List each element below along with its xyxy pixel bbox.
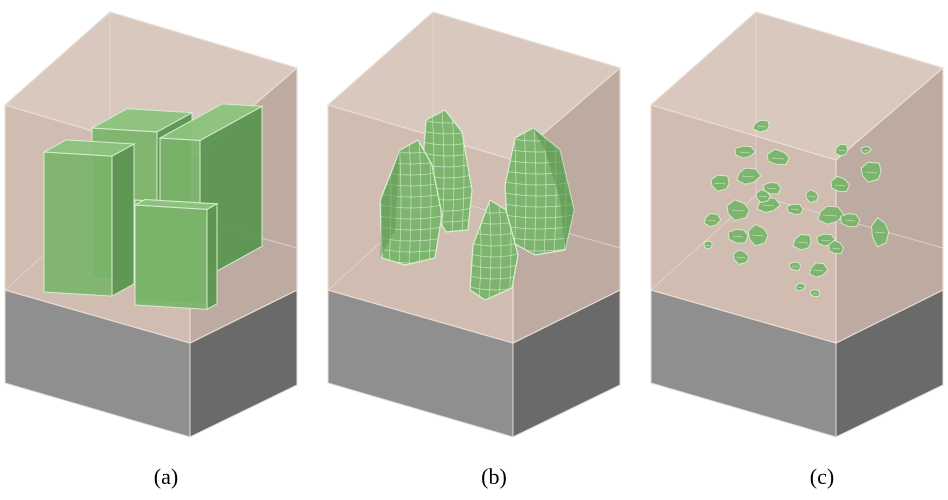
particle-mesh-line: [731, 209, 745, 212]
mesh-line: [488, 200, 492, 300]
particle-mesh-line: [823, 214, 837, 217]
block-front-left-side: [111, 143, 135, 297]
mesh-line: [418, 140, 422, 265]
mesh-line: [523, 128, 527, 255]
mesh-line: [533, 128, 537, 255]
block-front-right-face-side: [206, 202, 218, 311]
particle-mesh-line: [736, 256, 746, 259]
particle: [736, 167, 762, 185]
particle: [703, 213, 722, 228]
particle-mesh-line: [757, 125, 767, 128]
block-back-right-top: [158, 103, 264, 141]
particle-mesh-line: [762, 204, 774, 207]
particle: [860, 161, 882, 183]
particle-mesh-line: [739, 151, 751, 154]
particle-mesh-line: [758, 195, 768, 198]
panel-b-model: [326, 11, 622, 438]
particle-mesh-line: [834, 184, 846, 187]
particle: [732, 249, 750, 265]
particle-mesh-line: [864, 171, 878, 174]
particle: [710, 174, 730, 192]
block-front-left-front: [43, 151, 113, 297]
particle: [830, 175, 850, 192]
particle-mesh-line: [863, 149, 869, 152]
panel-a-model: [3, 11, 299, 438]
panel-c-caption: (c): [809, 464, 835, 489]
block-front-right-face-front: [134, 204, 208, 310]
block-front-right-face-top: [133, 198, 219, 210]
particle: [766, 148, 790, 165]
body-left-shadow: [380, 150, 400, 258]
particle: [747, 223, 769, 247]
particle: [860, 146, 872, 155]
particle-mesh-line: [808, 195, 816, 198]
particle-mesh-line: [821, 239, 831, 242]
body-right-shadow: [533, 128, 574, 250]
particle-mesh-line: [771, 157, 785, 160]
particle: [828, 239, 845, 255]
mesh-line: [451, 110, 455, 232]
particle-mesh-line: [844, 219, 856, 222]
block-front-left-top: [42, 139, 136, 157]
panel-c-model: [649, 11, 945, 438]
particle-mesh-line: [707, 219, 717, 222]
particle-mesh-line: [791, 265, 799, 268]
particle-mesh-line: [790, 208, 800, 211]
particle-mesh-line: [705, 244, 711, 247]
panel-a-caption: (a): [153, 464, 179, 489]
mesh-line: [398, 140, 402, 265]
particle: [794, 282, 807, 292]
particle-mesh-line: [831, 247, 841, 250]
particle: [734, 145, 757, 159]
particle-mesh-line: [813, 269, 823, 272]
particle: [805, 189, 819, 204]
soil-side-face: [835, 66, 944, 344]
particle: [703, 240, 713, 250]
particle-mesh-line: [767, 187, 777, 190]
particle-mesh-line: [812, 292, 818, 295]
particle-mesh-line: [797, 241, 809, 244]
mesh-line: [498, 200, 502, 300]
mesh-line: [470, 253, 518, 258]
particle: [755, 189, 771, 204]
particle: [788, 261, 802, 271]
particle-mesh-line: [838, 149, 846, 152]
body-left-outline: [379, 139, 443, 266]
particle: [808, 262, 829, 278]
particle: [809, 289, 821, 297]
particle-mesh-line: [874, 231, 886, 234]
particle-mesh-line: [752, 234, 764, 237]
particle-mesh-line: [741, 175, 755, 178]
body-front-outline: [469, 199, 519, 301]
particle-mesh-line: [732, 235, 744, 238]
mesh-line: [408, 140, 412, 265]
panel-b-caption: (b): [481, 464, 507, 489]
particle-mesh-line: [797, 286, 803, 289]
particle: [786, 203, 804, 215]
particle-mesh-line: [714, 182, 726, 185]
mesh-line: [441, 110, 445, 232]
mesh-line: [470, 264, 518, 269]
particle: [726, 199, 750, 222]
particle: [817, 205, 845, 225]
block-back-left-top: [90, 108, 194, 133]
